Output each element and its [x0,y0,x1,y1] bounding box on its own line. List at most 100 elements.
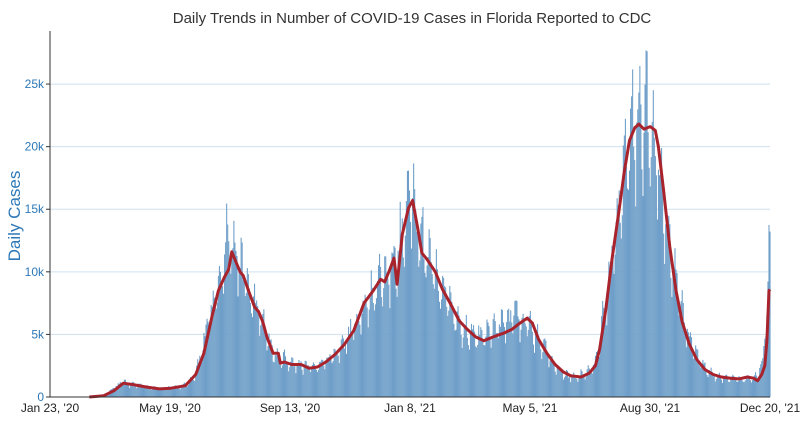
bar [509,321,510,397]
bar [243,280,244,397]
bar [472,329,473,397]
bar [585,380,586,397]
bar [130,384,131,397]
bar [446,307,447,397]
bar [287,363,288,397]
bar [747,378,748,397]
bar [267,346,268,397]
bar [760,364,761,397]
bar [556,375,557,397]
bar [249,289,250,397]
bar [411,249,412,397]
bar [647,51,648,397]
bar [534,353,535,397]
bar [491,348,492,397]
bar [231,257,232,397]
bar [626,167,627,397]
bar [644,85,645,397]
bar [374,310,375,397]
bar [521,330,522,397]
bar [476,347,477,397]
bar [572,375,573,397]
bar [423,259,424,397]
bar [296,363,297,397]
bar [588,365,589,397]
bar [331,363,332,397]
bar [583,375,584,397]
bar [280,365,281,397]
bar [591,371,592,397]
bar [279,359,280,397]
bar [664,264,665,397]
bar [295,373,296,397]
bar [362,301,363,397]
x-tick-label: Jan 23, '20 [21,401,80,415]
bar [261,319,262,397]
bar [441,299,442,397]
bar [479,335,480,397]
bar [648,132,649,397]
bar [530,311,531,397]
bar [377,281,378,397]
bar [727,378,728,397]
bar [705,369,706,397]
bar [737,381,738,397]
bar [216,309,217,397]
bar [692,354,693,397]
bar [360,335,361,397]
bar [568,378,569,397]
bar [465,326,466,397]
bar [693,359,694,397]
bar [469,350,470,397]
bar [706,375,707,397]
bar [250,303,251,397]
bar [497,333,498,397]
bar [517,316,518,397]
bar [327,358,328,397]
bar [744,382,745,397]
bar [424,273,425,397]
y-tick-label: 10k [25,265,45,279]
bar [755,372,756,397]
bar [720,377,721,397]
bar [150,388,151,397]
bar [605,310,606,397]
bar [539,341,540,397]
bar [173,388,174,397]
bar [529,316,530,397]
bar [643,133,644,397]
bar [627,188,628,397]
bar [255,303,256,397]
bar [234,243,235,397]
x-tick-label: May 5, '21 [503,401,558,415]
bar [346,354,347,397]
bar [569,376,570,397]
bar [615,255,616,397]
bar [679,315,680,397]
bar [498,338,499,397]
bar [653,90,654,397]
bar [683,303,684,397]
bar [368,327,369,397]
bar [662,178,663,397]
bar [242,242,243,397]
bar [338,356,339,397]
bar [422,207,423,397]
bar [714,376,715,398]
bar [564,377,565,397]
bar [634,160,635,397]
bar [628,190,629,397]
bar [622,215,623,397]
bar [762,358,763,397]
bar [519,342,520,397]
bar [157,389,158,397]
bar [121,386,122,397]
bar [406,201,407,397]
chart-title: Daily Trends in Number of COVID-19 Cases… [173,10,652,27]
bar [708,377,709,397]
bar [447,316,448,397]
bar [233,221,234,397]
bar [578,378,579,397]
